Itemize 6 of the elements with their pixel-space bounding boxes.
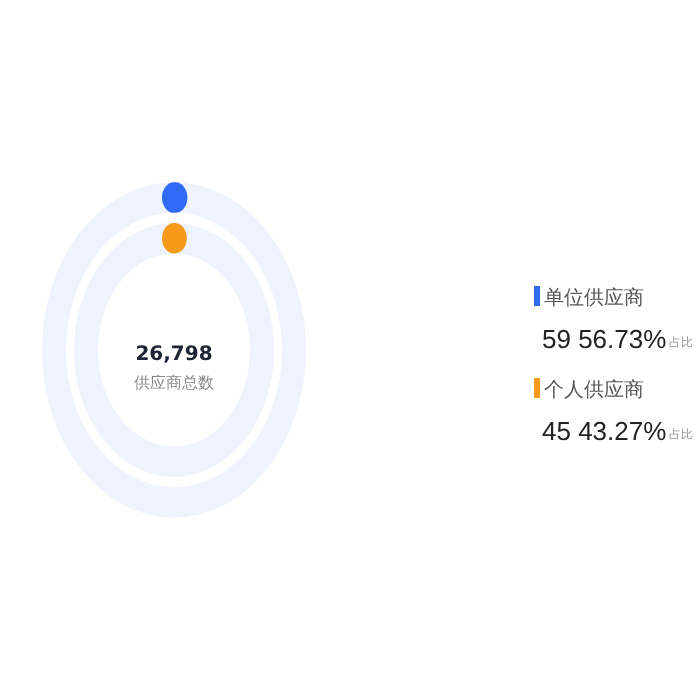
- category-label: 单位供应商: [544, 286, 644, 310]
- text: 供应商总数: [134, 374, 214, 392]
- category-label: 个人供应商: [544, 378, 644, 402]
- text: 26,798: [135, 344, 213, 366]
- data-label: 59 56.73%: [542, 324, 668, 354]
- data-label: 45 43.27%: [542, 416, 668, 446]
